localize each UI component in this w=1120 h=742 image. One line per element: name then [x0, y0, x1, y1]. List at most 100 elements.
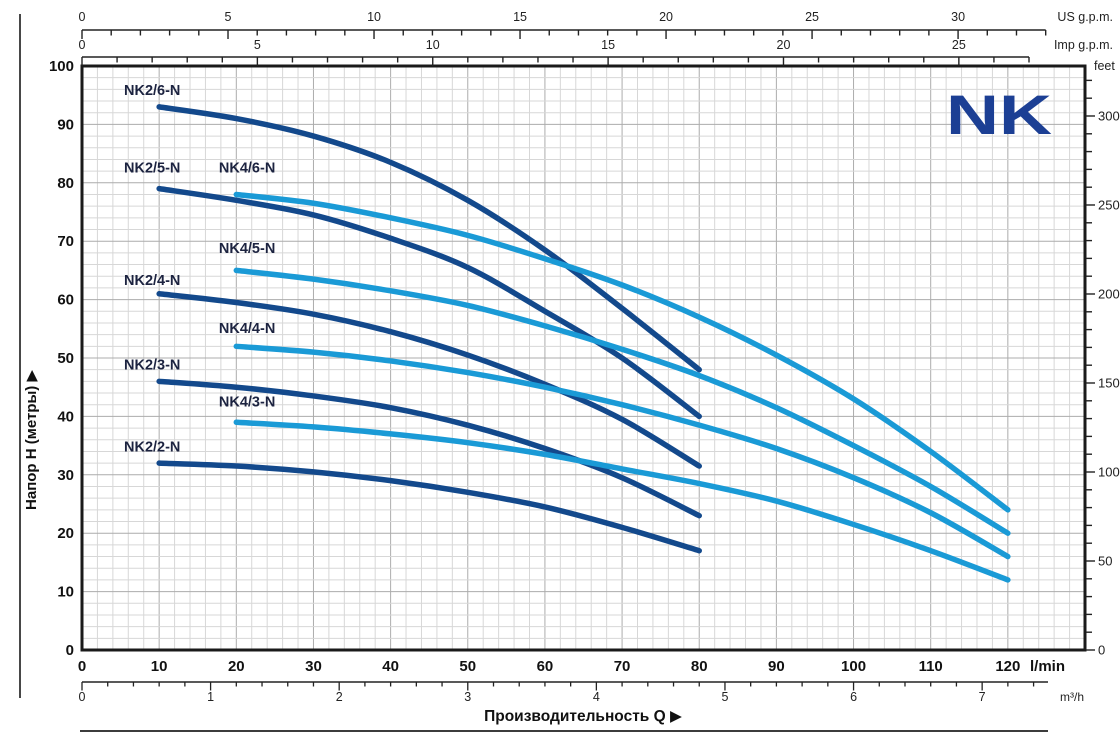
- svg-text:40: 40: [382, 658, 399, 675]
- svg-text:0: 0: [79, 10, 86, 24]
- svg-text:80: 80: [57, 175, 74, 192]
- pump-curve: [233, 343, 1011, 560]
- svg-text:0: 0: [66, 642, 74, 659]
- x-axis-us-gpm-unit-label: US g.p.m.: [1057, 10, 1113, 24]
- x-axis-lmin: 0 10 20 30 40 50 60 70 80 90 100 110 120 l/min: [78, 658, 1065, 675]
- svg-text:NK4/4-N: NK4/4-N: [219, 321, 275, 337]
- svg-text:50: 50: [57, 350, 74, 367]
- feet-unit-label: feet: [1094, 59, 1115, 73]
- pump-curve: [156, 378, 702, 519]
- series-nk4-3-n: [233, 419, 1011, 583]
- curve-label-nk2-3-n: NK2/3-N: [124, 358, 180, 374]
- svg-text:NK2/2-N: NK2/2-N: [124, 439, 180, 455]
- svg-text:6: 6: [850, 690, 857, 704]
- svg-text:100: 100: [1098, 464, 1120, 479]
- svg-text:Производительность Q ▶: Производительность Q ▶: [484, 708, 682, 725]
- series-nk2-4-n: [156, 291, 702, 469]
- pump-curve: [156, 460, 702, 554]
- curve-label-nk4-6-n: NK4/6-N: [219, 160, 275, 176]
- series-nk4-6-n: [233, 191, 1011, 513]
- pump-curve: [156, 104, 702, 373]
- svg-text:70: 70: [57, 233, 74, 250]
- curve-label-nk4-4-n: NK4/4-N: [219, 321, 275, 337]
- svg-text:NK2/4-N: NK2/4-N: [124, 273, 180, 289]
- series-nk2-5-n: [156, 185, 702, 420]
- svg-text:70: 70: [614, 658, 631, 675]
- curve-label-nk2-5-n: NK2/5-N: [124, 160, 180, 176]
- series-nk2-6-n: [156, 104, 702, 373]
- svg-text:25: 25: [805, 10, 819, 24]
- svg-text:10: 10: [57, 584, 74, 601]
- svg-text:15: 15: [601, 38, 615, 52]
- series-nk4-4-n: [233, 343, 1011, 560]
- y-axis-right-feet: 0 50 100 150 200 250 300 feet: [1086, 59, 1120, 658]
- svg-text:50: 50: [459, 658, 476, 675]
- svg-text:30: 30: [951, 10, 965, 24]
- svg-text:20: 20: [228, 658, 245, 675]
- x-axis-imp-gpm-unit-label: Imp g.p.m.: [1054, 38, 1113, 52]
- svg-text:120: 120: [995, 658, 1020, 675]
- svg-text:110: 110: [919, 658, 943, 675]
- x-axis-title: Производительность Q ▶: [484, 708, 682, 725]
- curve-label-nk4-5-n: NK4/5-N: [219, 241, 275, 257]
- svg-text:60: 60: [537, 658, 554, 675]
- svg-text:NK2/6-N: NK2/6-N: [124, 83, 180, 99]
- svg-text:NK4/3-N: NK4/3-N: [219, 394, 275, 410]
- svg-text:10: 10: [426, 38, 440, 52]
- svg-text:100: 100: [49, 58, 74, 75]
- pump-curve: [233, 419, 1011, 583]
- pump-curve: [156, 291, 702, 469]
- svg-text:25: 25: [952, 38, 966, 52]
- series-nk4-5-n: [233, 267, 1011, 536]
- svg-text:4: 4: [593, 690, 600, 704]
- pump-curve: [233, 267, 1011, 536]
- svg-text:NK2/5-N: NK2/5-N: [124, 160, 180, 176]
- lmin-unit-label: l/min: [1030, 658, 1065, 675]
- curve-label-nk2-4-n: NK2/4-N: [124, 273, 180, 289]
- svg-text:50: 50: [1098, 553, 1112, 568]
- svg-text:250: 250: [1098, 197, 1120, 212]
- nk-logo: NK: [946, 83, 1052, 146]
- svg-text:5: 5: [225, 10, 232, 24]
- svg-text:0: 0: [1098, 643, 1105, 658]
- svg-text:0: 0: [79, 690, 86, 704]
- svg-text:2: 2: [336, 690, 343, 704]
- svg-text:30: 30: [57, 467, 74, 484]
- m3h-unit-label: m³/h: [1060, 690, 1084, 704]
- svg-text:7: 7: [979, 690, 986, 704]
- x-axis-imp-gpm: 0 5 10 15 20 25 Imp g.p.m.: [79, 38, 1113, 66]
- curve-label-nk2-6-n: NK2/6-N: [124, 83, 180, 99]
- series-nk2-2-n: [156, 460, 702, 554]
- svg-text:NK4/5-N: NK4/5-N: [219, 241, 275, 257]
- svg-text:NK4/6-N: NK4/6-N: [219, 160, 275, 176]
- svg-text:5: 5: [254, 38, 261, 52]
- svg-text:3: 3: [464, 690, 471, 704]
- svg-text:40: 40: [57, 408, 74, 425]
- pump-curve: [233, 191, 1011, 513]
- svg-text:300: 300: [1098, 108, 1120, 123]
- svg-text:0: 0: [79, 38, 86, 52]
- svg-text:10: 10: [367, 10, 381, 24]
- y-axis-left-meters: 0 10 20 30 40 50 60 70 80 90 100 Напор H (метры) ▶: [23, 58, 74, 659]
- svg-text:100: 100: [841, 658, 866, 675]
- plot-grid: [82, 66, 1085, 650]
- svg-text:5: 5: [721, 690, 728, 704]
- svg-text:150: 150: [1098, 375, 1120, 390]
- svg-text:0: 0: [78, 658, 86, 675]
- svg-text:15: 15: [513, 10, 527, 24]
- svg-text:10: 10: [151, 658, 168, 675]
- svg-text:20: 20: [57, 525, 74, 542]
- svg-text:30: 30: [305, 658, 322, 675]
- page-rules: [19, 14, 1048, 732]
- plot-border: [80, 64, 1087, 652]
- x-axis-us-gpm: 0 5 10 15 20 25 30 US g.p.m.: [79, 10, 1113, 39]
- x-axis-m3h: 0 1 2 3 4 5 6 7 m³/h: [79, 681, 1084, 704]
- svg-text:60: 60: [57, 292, 74, 309]
- svg-text:20: 20: [659, 10, 673, 24]
- svg-text:90: 90: [57, 116, 74, 133]
- svg-text:200: 200: [1098, 286, 1120, 301]
- svg-text:90: 90: [768, 658, 785, 675]
- svg-text:NK: NK: [946, 83, 1052, 146]
